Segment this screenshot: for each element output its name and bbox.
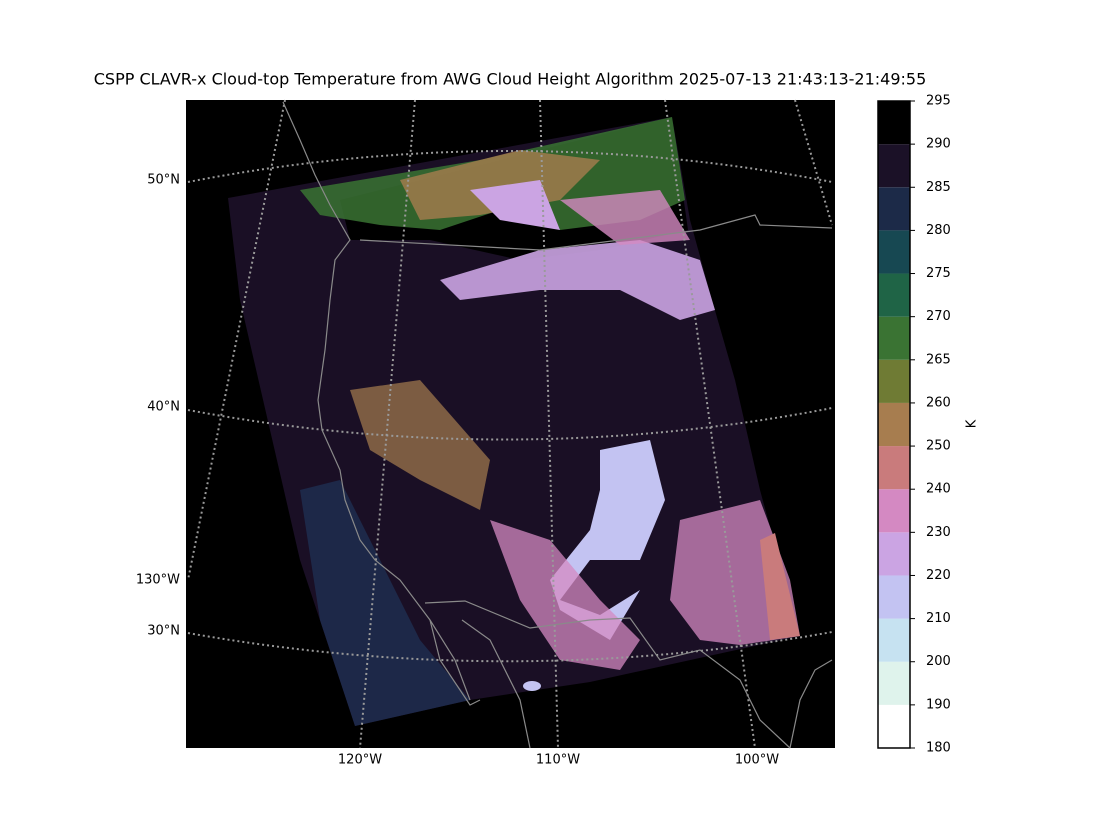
cloud-band	[470, 180, 560, 230]
lat-label: 40°N	[147, 400, 180, 415]
colorbar-segment	[878, 273, 910, 317]
colorbar-tick-label: 250	[926, 439, 951, 454]
cloud-patch	[350, 380, 490, 510]
swath-south	[300, 480, 470, 726]
cloud-patch	[490, 520, 640, 670]
lat-label: 50°N	[147, 173, 180, 188]
colorbar-segment	[878, 402, 910, 447]
lon-label: 120°W	[338, 753, 382, 768]
lon-label: 110°W	[536, 753, 580, 768]
colorbar-tick-label: 210	[926, 611, 951, 626]
colorbar-segment	[878, 144, 910, 188]
cloud-band	[440, 240, 715, 320]
colorbar: 180 190 200 210 220 230 240 250 260 265 270 275 280 2…	[877, 94, 951, 756]
colorbar-segment	[878, 618, 910, 662]
coastline	[282, 101, 833, 749]
colorbar-tick-label: 285	[926, 180, 951, 195]
colorbar-frame	[877, 100, 911, 749]
colorbar-segment	[878, 101, 910, 145]
colorbar-tick-label: 260	[926, 395, 951, 410]
colorbar-tick-label: 280	[926, 223, 951, 238]
colorbar-segment	[878, 661, 910, 705]
colorbar-segment	[878, 704, 910, 748]
colorbar-tick-label: 290	[926, 137, 951, 152]
cloud-patch	[550, 440, 665, 640]
colorbar-segment	[878, 230, 910, 274]
colorbar-segment	[878, 446, 910, 490]
colorbar-tick-label: 270	[926, 309, 951, 324]
colorbar-segment	[878, 489, 910, 533]
title: CSPP CLAVR-x Cloud-top Temperature from …	[94, 70, 927, 89]
colorbar-tick-label: 295	[926, 94, 951, 109]
lon-label: 100°W	[735, 753, 779, 768]
lat-label: 30°N	[147, 624, 180, 639]
colorbar-label: K	[965, 419, 980, 428]
cloud-patch	[760, 533, 800, 640]
colorbar-tick-label: 220	[926, 568, 951, 583]
colorbar-tick-label: 190	[926, 697, 951, 712]
colorbar-segment	[878, 532, 910, 576]
graticule	[187, 99, 833, 749]
colorbar-tick-label: 240	[926, 482, 951, 497]
colorbar-segment	[878, 316, 910, 360]
cloud-band	[400, 150, 600, 220]
lon-label: 130°W	[136, 573, 180, 588]
colorbar-tick-label: 275	[926, 266, 951, 281]
colorbar-segment	[878, 359, 910, 403]
colorbar-tick-label: 265	[926, 352, 951, 367]
map-labels: 50°N 40°N 30°N 130°W 120°W 110°W 100°W	[136, 173, 779, 768]
colorbar-tick-label: 200	[926, 654, 951, 669]
colorbar-tick-label: 180	[926, 741, 951, 756]
colorbar-segment	[878, 187, 910, 231]
colorbar-tick-label: 230	[926, 525, 951, 540]
cloud-patch	[523, 681, 541, 691]
cloud-band	[560, 190, 690, 245]
map	[186, 99, 835, 749]
colorbar-segment	[878, 575, 910, 619]
